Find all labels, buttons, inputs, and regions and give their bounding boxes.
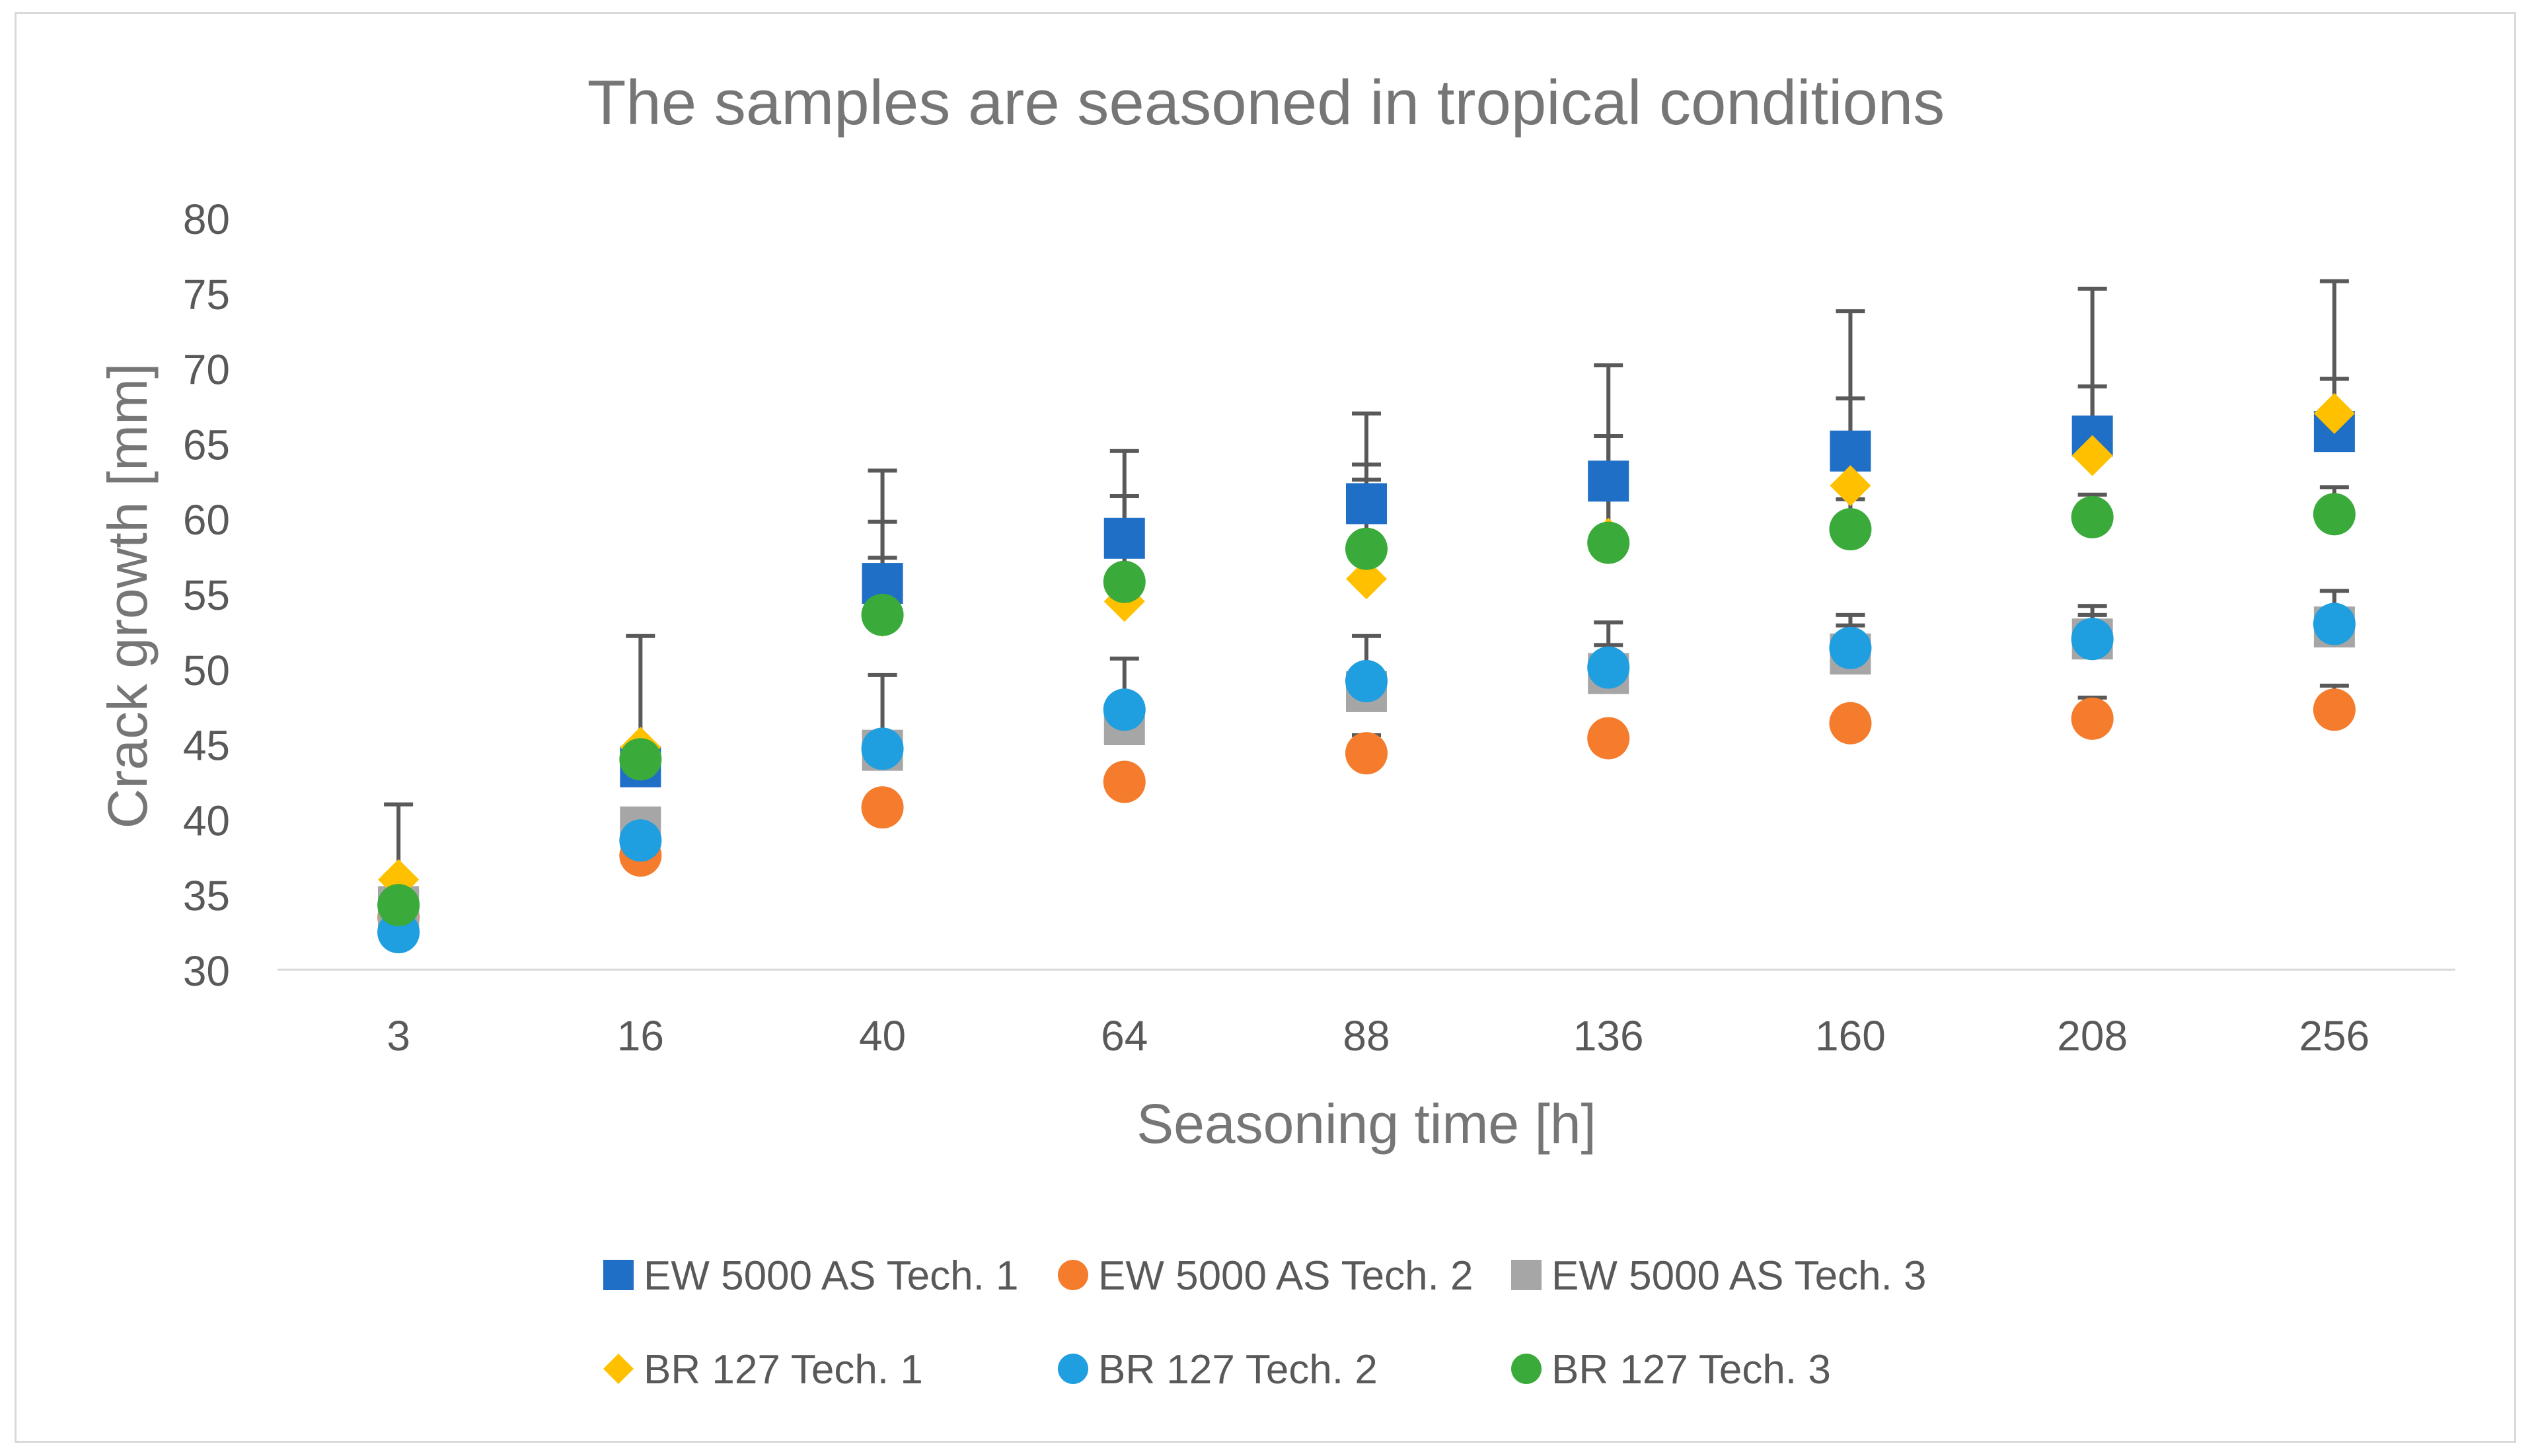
x-tick-label: 88 — [1343, 1012, 1390, 1060]
legend-marker — [1511, 1354, 1542, 1384]
x-tick-label: 64 — [1101, 1012, 1148, 1060]
y-tick-label: 70 — [183, 346, 230, 394]
x-tick-label: 40 — [859, 1012, 906, 1060]
y-tick-label: 50 — [183, 647, 230, 694]
data-point — [2071, 435, 2113, 476]
legend-marker — [603, 1260, 634, 1290]
y-tick-label: 35 — [183, 872, 230, 920]
data-point — [2071, 618, 2114, 661]
y-tick-label: 60 — [183, 496, 230, 544]
legend-label: EW 5000 AS Tech. 2 — [1098, 1253, 1473, 1299]
data-point — [1830, 430, 1871, 472]
x-tick-label: 3 — [387, 1012, 410, 1060]
data-point — [861, 786, 904, 829]
data-point — [861, 593, 904, 636]
y-tick-label: 75 — [183, 271, 230, 318]
plot-area — [377, 279, 2356, 954]
y-axis-title: Crack growth [mm] — [96, 363, 159, 829]
data-point — [2313, 688, 2356, 731]
y-axis-ticks: 30 35 40 45 50 55 60 65 70 75 80 — [183, 196, 230, 995]
data-point — [1103, 560, 1146, 603]
x-tick-label: 256 — [2299, 1012, 2369, 1060]
data-point — [1103, 517, 1145, 559]
data-point — [1587, 717, 1630, 760]
x-tick-label: 16 — [617, 1012, 664, 1060]
legend: EW 5000 AS Tech. 1 EW 5000 AS Tech. 2 EW 5… — [603, 1253, 1927, 1393]
data-point — [1103, 760, 1146, 803]
data-point — [1829, 626, 1872, 669]
legend-label: BR 127 Tech. 2 — [1098, 1347, 1378, 1393]
y-tick-label: 45 — [183, 722, 230, 770]
data-point — [2071, 495, 2114, 538]
data-point — [619, 819, 662, 862]
data-point — [1345, 732, 1388, 775]
data-point — [1588, 460, 1629, 502]
legend-label: BR 127 Tech. 1 — [644, 1347, 923, 1393]
data-point — [1830, 465, 1871, 507]
legend-label: EW 5000 AS Tech. 3 — [1551, 1253, 1927, 1299]
data-point — [1829, 702, 1872, 745]
data-point — [619, 738, 662, 781]
data-point — [2313, 392, 2355, 434]
y-tick-label: 55 — [183, 571, 230, 619]
data-point — [861, 727, 904, 770]
data-point — [1829, 508, 1872, 551]
chart-frame — [15, 12, 2516, 1443]
data-point — [1345, 527, 1388, 570]
data-point — [1587, 521, 1630, 564]
legend-marker — [1511, 1260, 1542, 1290]
legend-label: BR 127 Tech. 3 — [1551, 1347, 1831, 1393]
legend-marker — [1058, 1260, 1088, 1290]
x-tick-label: 136 — [1573, 1012, 1644, 1060]
data-point — [2313, 602, 2356, 645]
data-point — [1103, 688, 1146, 731]
legend-marker — [603, 1354, 634, 1384]
y-tick-label: 65 — [183, 421, 230, 468]
y-tick-label: 80 — [183, 196, 230, 243]
data-point — [1346, 483, 1387, 525]
data-point — [1587, 646, 1630, 689]
data-point — [2071, 697, 2114, 740]
legend-marker — [1058, 1354, 1088, 1384]
data-point — [1346, 558, 1387, 600]
x-tick-label: 160 — [1815, 1012, 1886, 1060]
chart-title: The samples are seasoned in tropical con… — [587, 67, 1945, 138]
x-axis-title: Seasoning time [h] — [1136, 1093, 1596, 1155]
y-tick-label: 30 — [183, 947, 230, 995]
legend-label: EW 5000 AS Tech. 1 — [644, 1253, 1019, 1299]
data-point — [377, 884, 420, 927]
y-tick-label: 40 — [183, 797, 230, 844]
data-point — [1345, 660, 1388, 703]
x-tick-label: 208 — [2057, 1012, 2128, 1060]
x-axis-ticks: 3 16 40 64 88 136 160 208 256 — [387, 1012, 2369, 1060]
data-point — [2313, 493, 2356, 536]
